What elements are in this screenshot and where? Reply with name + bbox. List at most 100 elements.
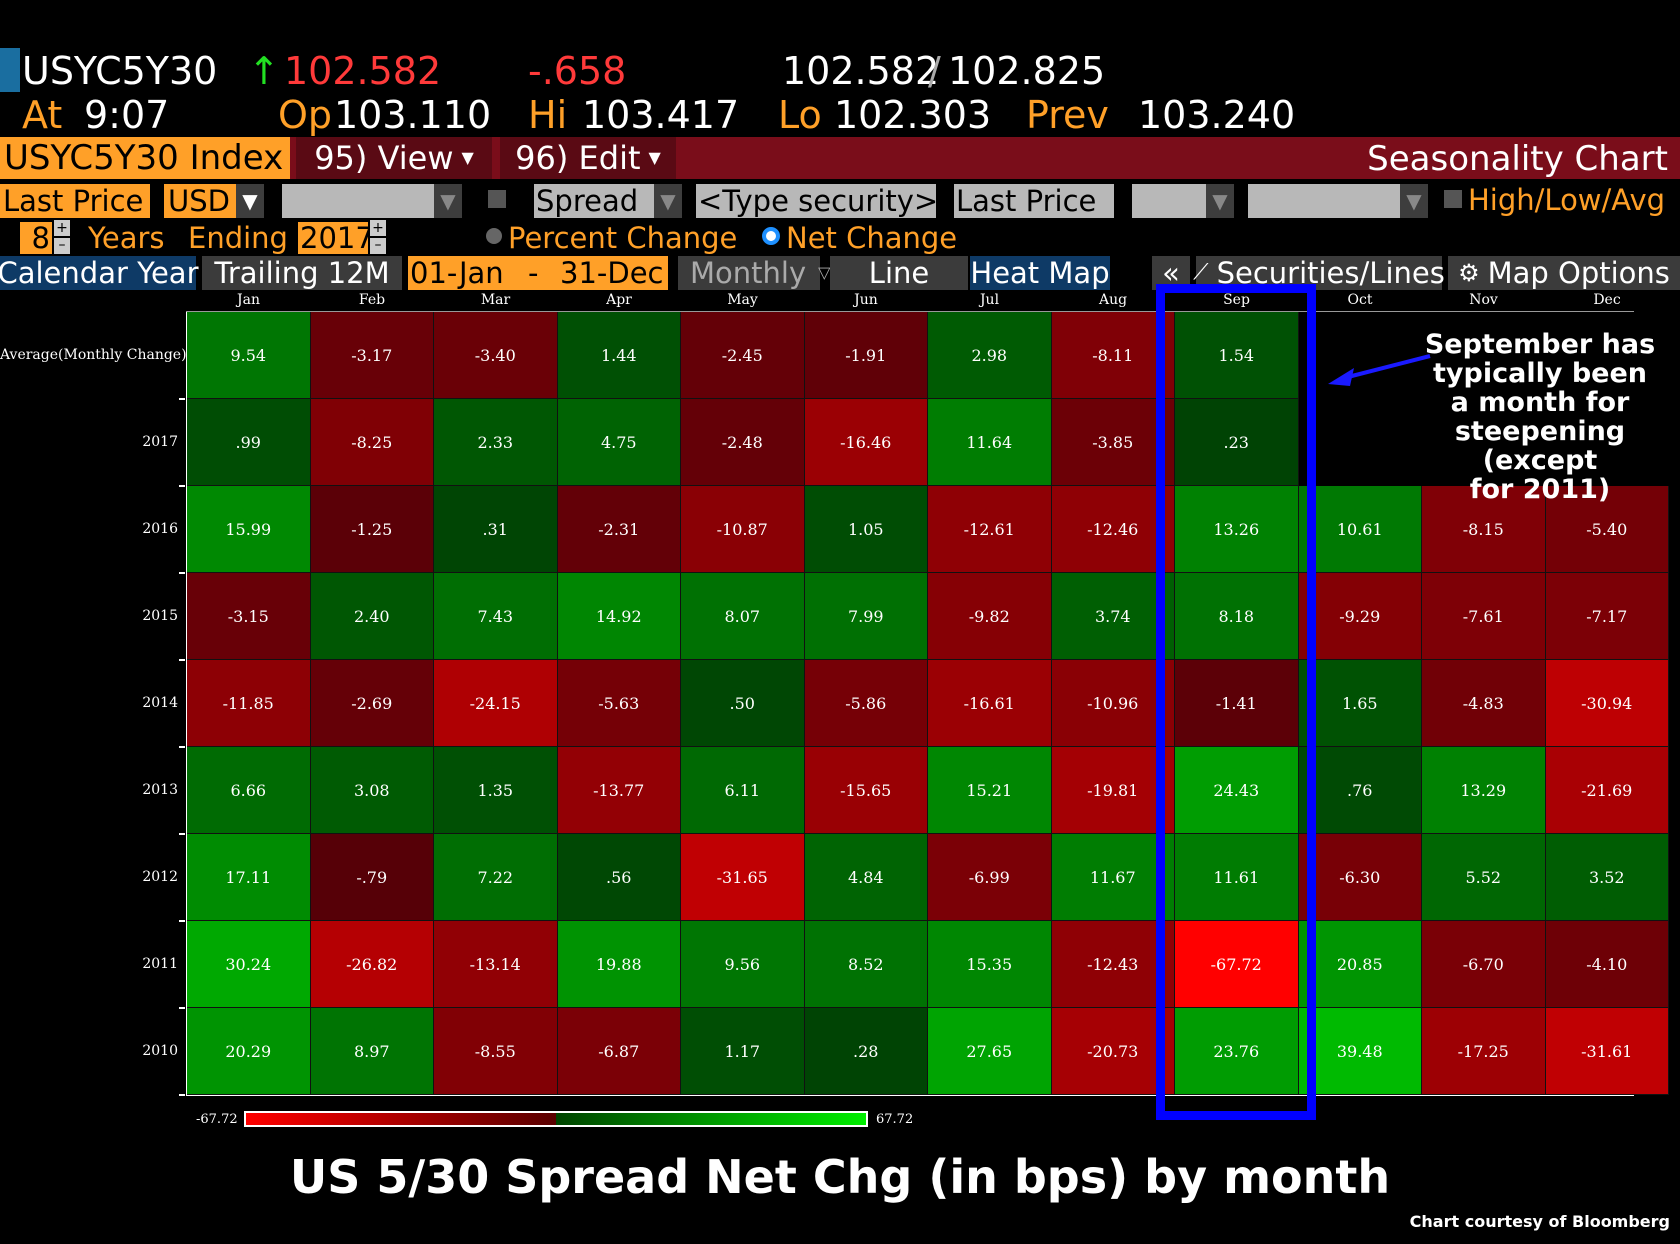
heatmap-cell[interactable]: -6.70 bbox=[1422, 921, 1546, 1008]
mode-dropdown-icon[interactable]: ▼ bbox=[654, 184, 682, 218]
heatmap-cell[interactable]: -1.25 bbox=[310, 486, 434, 573]
heatmap-cell[interactable]: -2.69 bbox=[310, 660, 434, 747]
heatmap-cell[interactable]: 5.52 bbox=[1422, 834, 1546, 921]
heatmap-cell[interactable]: -16.61 bbox=[928, 660, 1052, 747]
heatmap-cell[interactable]: -6.99 bbox=[928, 834, 1052, 921]
heatmap-cell[interactable]: 8.52 bbox=[804, 921, 928, 1008]
heatmap-cell[interactable]: -6.30 bbox=[1298, 834, 1422, 921]
security-field[interactable]: USYC5Y30 Index bbox=[0, 137, 290, 179]
tab-heat-map[interactable]: Heat Map bbox=[970, 255, 1110, 290]
heatmap-cell[interactable]: -24.15 bbox=[434, 660, 558, 747]
frequency-select[interactable]: Monthly ▽ bbox=[678, 256, 830, 290]
heatmap-cell[interactable]: 15.99 bbox=[187, 486, 311, 573]
years-input[interactable]: 8 bbox=[20, 222, 52, 254]
heatmap-cell[interactable]: .76 bbox=[1298, 747, 1422, 834]
heatmap-cell[interactable]: -16.46 bbox=[804, 399, 928, 486]
heatmap-cell[interactable]: -10.87 bbox=[681, 486, 805, 573]
heatmap-cell[interactable]: -17.25 bbox=[1422, 1008, 1546, 1095]
security-dropdown-icon-2[interactable]: ▼ bbox=[1206, 184, 1234, 218]
security-input-3[interactable] bbox=[1248, 184, 1400, 218]
heatmap-cell[interactable]: 8.07 bbox=[681, 573, 805, 660]
heatmap-cell[interactable]: 15.21 bbox=[928, 747, 1052, 834]
heatmap-cell[interactable]: -2.31 bbox=[557, 486, 681, 573]
heatmap-cell[interactable]: 14.92 bbox=[557, 573, 681, 660]
currency-select[interactable]: USD bbox=[164, 184, 236, 218]
heatmap-cell[interactable]: -2.48 bbox=[681, 399, 805, 486]
currency-dropdown-icon[interactable]: ▼ bbox=[236, 184, 264, 218]
heatmap-cell[interactable]: -3.17 bbox=[310, 312, 434, 399]
heatmap-cell[interactable]: 1.05 bbox=[804, 486, 928, 573]
heatmap-cell[interactable]: -8.25 bbox=[310, 399, 434, 486]
heatmap-cell[interactable]: 39.48 bbox=[1298, 1008, 1422, 1095]
ending-year-input[interactable]: 2017 bbox=[298, 221, 374, 255]
heatmap-cell[interactable]: 7.99 bbox=[804, 573, 928, 660]
heatmap-cell[interactable]: -6.87 bbox=[557, 1008, 681, 1095]
heatmap-cell[interactable]: -4.10 bbox=[1545, 921, 1669, 1008]
heatmap-cell[interactable]: 1.44 bbox=[557, 312, 681, 399]
heatmap-cell[interactable]: 7.22 bbox=[434, 834, 558, 921]
view-menu[interactable]: 95) View ▼ bbox=[296, 137, 492, 179]
plus-icon[interactable]: + bbox=[370, 220, 386, 236]
tab-calendar-year[interactable]: Calendar Year bbox=[0, 255, 199, 290]
heatmap-cell[interactable]: 19.88 bbox=[557, 921, 681, 1008]
net-change-radio[interactable] bbox=[762, 227, 780, 245]
heatmap-cell[interactable]: 7.43 bbox=[434, 573, 558, 660]
minus-icon[interactable]: – bbox=[370, 238, 386, 254]
heatmap-cell[interactable]: 30.24 bbox=[187, 921, 311, 1008]
security-dropdown-icon-1[interactable]: ▼ bbox=[434, 184, 462, 218]
tab-trailing-12m[interactable]: Trailing 12M bbox=[202, 256, 402, 290]
heatmap-cell[interactable]: -7.17 bbox=[1545, 573, 1669, 660]
ending-year-stepper[interactable]: + – bbox=[370, 220, 386, 254]
heatmap-cell[interactable]: -13.14 bbox=[434, 921, 558, 1008]
heatmap-cell[interactable]: -31.61 bbox=[1545, 1008, 1669, 1095]
heatmap-cell[interactable]: 4.75 bbox=[557, 399, 681, 486]
heatmap-cell[interactable]: 13.29 bbox=[1422, 747, 1546, 834]
heatmap-cell[interactable]: 2.40 bbox=[310, 573, 434, 660]
heatmap-cell[interactable]: .99 bbox=[187, 399, 311, 486]
heatmap-cell[interactable]: -5.63 bbox=[557, 660, 681, 747]
heatmap-cell[interactable]: .50 bbox=[681, 660, 805, 747]
heatmap-cell[interactable]: -5.86 bbox=[804, 660, 928, 747]
heatmap-cell[interactable]: 4.84 bbox=[804, 834, 928, 921]
heatmap-cell[interactable]: 9.56 bbox=[681, 921, 805, 1008]
mode-select[interactable]: Spread bbox=[534, 184, 654, 218]
heatmap-cell[interactable]: -13.77 bbox=[557, 747, 681, 834]
heatmap-cell[interactable]: .56 bbox=[557, 834, 681, 921]
heatmap-cell[interactable]: 17.11 bbox=[187, 834, 311, 921]
heatmap-cell[interactable]: 8.97 bbox=[310, 1008, 434, 1095]
heatmap-cell[interactable]: -31.65 bbox=[681, 834, 805, 921]
heatmap-cell[interactable]: .28 bbox=[804, 1008, 928, 1095]
type-security-input[interactable]: <Type security> bbox=[696, 184, 939, 218]
edit-menu[interactable]: 96) Edit ▼ bbox=[500, 137, 676, 179]
heatmap-cell[interactable]: 1.17 bbox=[681, 1008, 805, 1095]
heatmap-cell[interactable]: 1.35 bbox=[434, 747, 558, 834]
heatmap-cell[interactable]: 20.29 bbox=[187, 1008, 311, 1095]
heatmap-cell[interactable]: 1.65 bbox=[1298, 660, 1422, 747]
spread-checkbox[interactable] bbox=[488, 190, 506, 208]
plus-icon[interactable]: + bbox=[54, 220, 70, 236]
field-select[interactable]: Last Price bbox=[0, 184, 150, 218]
heatmap-cell[interactable]: 2.98 bbox=[928, 312, 1052, 399]
heatmap-cell[interactable]: 3.52 bbox=[1545, 834, 1669, 921]
heatmap-cell[interactable]: 20.85 bbox=[1298, 921, 1422, 1008]
heatmap-cell[interactable]: 3.08 bbox=[310, 747, 434, 834]
heatmap-cell[interactable]: 6.66 bbox=[187, 747, 311, 834]
heatmap-cell[interactable]: 6.11 bbox=[681, 747, 805, 834]
field2-select[interactable]: Last Price bbox=[954, 184, 1114, 218]
heatmap-cell[interactable]: -3.15 bbox=[187, 573, 311, 660]
heatmap-cell[interactable]: -12.61 bbox=[928, 486, 1052, 573]
heatmap-cell[interactable]: -9.82 bbox=[928, 573, 1052, 660]
years-stepper[interactable]: + – bbox=[54, 220, 70, 254]
heatmap-cell[interactable]: -30.94 bbox=[1545, 660, 1669, 747]
heatmap-cell[interactable]: 27.65 bbox=[928, 1008, 1052, 1095]
heatmap-cell[interactable]: 2.33 bbox=[434, 399, 558, 486]
tab-line[interactable]: Line bbox=[830, 256, 968, 290]
end-date-input[interactable]: 31-Dec bbox=[558, 256, 668, 290]
security-dropdown-icon-3[interactable]: ▼ bbox=[1400, 184, 1428, 218]
heatmap-cell[interactable]: -21.69 bbox=[1545, 747, 1669, 834]
heatmap-cell[interactable]: -11.85 bbox=[187, 660, 311, 747]
percent-change-radio[interactable] bbox=[486, 228, 502, 244]
heatmap-cell[interactable]: -7.61 bbox=[1422, 573, 1546, 660]
heatmap-cell[interactable]: -1.91 bbox=[804, 312, 928, 399]
heatmap-cell[interactable]: -9.29 bbox=[1298, 573, 1422, 660]
